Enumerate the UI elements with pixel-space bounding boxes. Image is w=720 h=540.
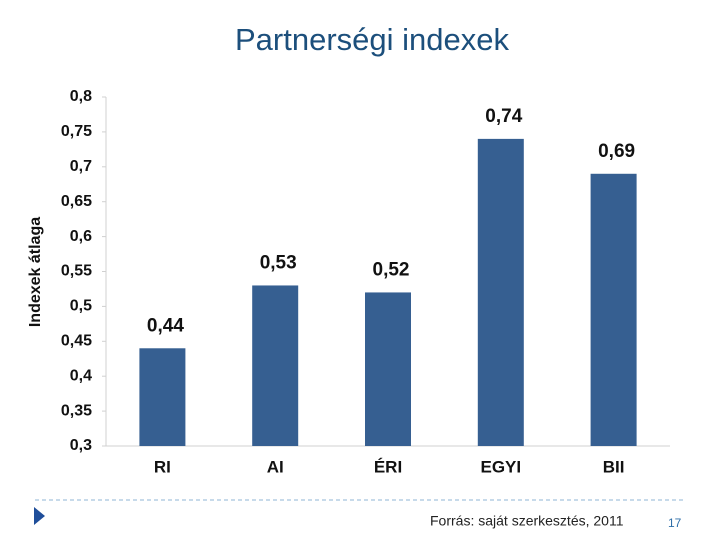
y-tick-label: 0,6 [70, 228, 92, 245]
y-axis-label: Indexek átlaga [27, 217, 44, 327]
x-tick-label: AI [267, 457, 284, 476]
value-label: 0,74 [485, 106, 522, 127]
bar [139, 348, 186, 446]
y-tick-label: 0,55 [61, 263, 92, 280]
y-tick-label: 0,65 [61, 193, 92, 210]
chart-title: Partnerségi indexek [235, 22, 509, 57]
y-tick-label: 0,5 [70, 298, 92, 315]
x-tick-label: RI [154, 457, 171, 476]
page-number: 17 [668, 516, 682, 530]
bullet-icon [34, 507, 45, 525]
bar [477, 138, 524, 446]
x-tick-label: ÉRI [374, 457, 402, 476]
value-label: 0,44 [147, 315, 184, 336]
bar [252, 285, 299, 446]
y-tick-label: 0,7 [70, 158, 92, 175]
x-tick-label: BII [603, 457, 625, 476]
bar [365, 292, 411, 446]
value-label: 0,52 [373, 259, 410, 280]
y-tick-label: 0,45 [61, 333, 92, 350]
source-note: Forrás: saját szerkesztés, 2011 [430, 513, 624, 529]
y-tick-label: 0,4 [70, 367, 92, 384]
value-label: 0,53 [260, 252, 297, 273]
x-tick-label: EGYI [480, 457, 521, 476]
bar [590, 173, 637, 446]
y-tick-label: 0,75 [61, 123, 92, 140]
y-tick-label: 0,3 [70, 437, 92, 454]
value-label: 0,69 [598, 141, 635, 162]
y-tick-label: 0,35 [61, 402, 92, 419]
y-tick-label: 0,8 [70, 88, 92, 105]
